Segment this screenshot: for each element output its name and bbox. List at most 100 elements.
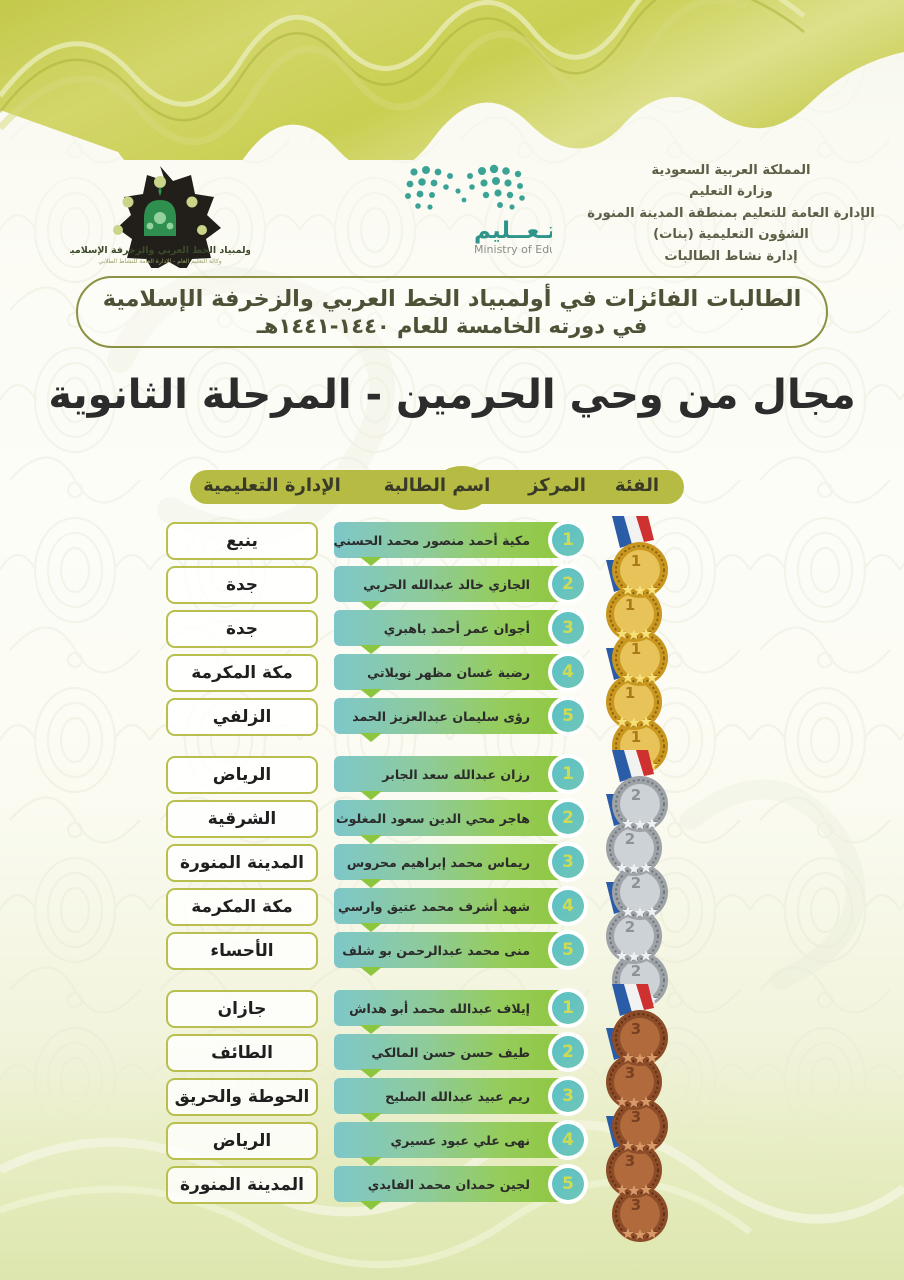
student-name: مكية أحمد منصور محمد الحسني xyxy=(333,532,531,548)
table-row[interactable]: رضية غسان مظهر نويلاتي 4 مكة المكرمة xyxy=(0,652,588,698)
student-name: رؤى سليمان عبدالعزيز الحمد xyxy=(352,708,530,724)
directorate-name: مكة المكرمة xyxy=(191,663,293,683)
student-name-pill: إيلاف عبدالله محمد أبو هداش 1 xyxy=(334,988,588,1034)
table-row[interactable]: ريماس محمد إبراهيم محروس 3 المدينة المنورة xyxy=(0,842,588,888)
table-row[interactable]: أجوان عمر أحمد باهبري 3 جدة xyxy=(0,608,588,654)
directorate-box: مكة المكرمة xyxy=(166,654,318,692)
directorate-name: جازان xyxy=(217,999,267,1019)
rank-badge: 4 xyxy=(548,652,588,692)
header-rank-circle-shape xyxy=(433,466,491,510)
ministry-line-5: إدارة نشاط الطالبات xyxy=(664,248,798,264)
rank-number: 3 xyxy=(552,1080,584,1112)
directorate-box: جدة xyxy=(166,610,318,648)
rank-number: 3 xyxy=(552,612,584,644)
rank-badge: 2 xyxy=(548,798,588,838)
rank-badge: 1 xyxy=(548,754,588,794)
student-name: منى محمد عبدالرحمن بو شلف xyxy=(342,942,530,958)
silver-medal-icon: 2 xyxy=(596,792,666,884)
directorate-name: جدة xyxy=(225,575,259,595)
directorate-name: المدينة المنورة xyxy=(180,853,305,873)
student-name-pill: منى محمد عبدالرحمن بو شلف 5 xyxy=(334,930,588,976)
directorate-name: الشرقية xyxy=(207,809,277,829)
table-row[interactable]: منى محمد عبدالرحمن بو شلف 5 الأحساء xyxy=(0,930,588,976)
medal-group-gold: 1 1 1 xyxy=(0,516,904,774)
directorate-box: الطائف xyxy=(166,1034,318,1072)
ministry-line-4: الشؤون التعليمية (بنات) xyxy=(653,227,809,243)
gold-medal-icon: 1 xyxy=(596,558,666,650)
table-row[interactable]: ريم عبيد عبدالله الصليح 3 الحوطة والحريق xyxy=(0,1076,588,1122)
svg-text:2: 2 xyxy=(631,786,641,804)
rank-number: 4 xyxy=(552,890,584,922)
directorate-name: الأحساء xyxy=(210,941,274,961)
rank-badge: 4 xyxy=(548,1120,588,1160)
rank-badge: 5 xyxy=(548,930,588,970)
bronze-medal-icon: 3 xyxy=(596,1026,666,1118)
ministry-line-2: وزارة التعليم xyxy=(689,184,773,200)
student-name: ريم عبيد عبدالله الصليح xyxy=(385,1088,530,1104)
silver-medal-icon: 2 xyxy=(602,836,672,928)
arabic-calligraphy-olympiad-logo: أولمبياد الخط العربي والزخرفة الإسلامية … xyxy=(70,166,250,268)
student-name-pill: لجين حمدان محمد الفايدي 5 xyxy=(334,1164,588,1210)
title-banner: الطالبات الفائزات في أولمبياد الخط العرب… xyxy=(76,276,828,348)
gold-medal-stack: 1 1 1 xyxy=(578,516,682,774)
rows-container: مكية أحمد منصور محمد الحسني 1 ينبع الجازي خ… xyxy=(0,520,588,742)
svg-text:أولمبياد الخط العربي والزخرفة: أولمبياد الخط العربي والزخرفة الإسلامية xyxy=(70,243,250,256)
directorate-name: الزلفي xyxy=(212,707,272,727)
student-name: شهد أشرف محمد عتيق وارسي xyxy=(337,898,530,914)
directorate-name: الحوطة والحريق xyxy=(174,1087,310,1107)
table-row[interactable]: رؤى سليمان عبدالعزيز الحمد 5 الزلفي xyxy=(0,696,588,742)
directorate-box: ينبع xyxy=(166,522,318,560)
directorate-box: الأحساء xyxy=(166,932,318,970)
rank-number: 2 xyxy=(552,1036,584,1068)
bronze-medal-stack: 3 3 3 xyxy=(578,984,682,1242)
table-row[interactable]: مكية أحمد منصور محمد الحسني 1 ينبع xyxy=(0,520,588,566)
table-row[interactable]: طيف حسن حسن المالكي 2 الطائف xyxy=(0,1032,588,1078)
directorate-box: الرياض xyxy=(166,1122,318,1160)
rank-number: 5 xyxy=(552,1168,584,1200)
rank-number: 1 xyxy=(552,992,584,1024)
rank-number: 4 xyxy=(552,1124,584,1156)
rank-number: 2 xyxy=(552,802,584,834)
student-name-pill: ريماس محمد إبراهيم محروس 3 xyxy=(334,842,588,888)
svg-text:3: 3 xyxy=(625,1064,635,1082)
table-row[interactable]: رزان عبدالله سعد الجابر 1 الرياض xyxy=(0,754,588,800)
directorate-box: مكة المكرمة xyxy=(166,888,318,926)
bronze-medal-icon: 3 xyxy=(596,1114,666,1206)
directorate-name: ينبع xyxy=(226,531,258,551)
gold-medal-icon: 1 xyxy=(602,602,672,694)
column-header-rank: المركز xyxy=(528,475,586,496)
table-row[interactable]: الجازي خالد عبدالله الحربي 2 جدة xyxy=(0,564,588,610)
gold-medal-icon: 1 xyxy=(596,646,666,738)
table-row[interactable]: شهد أشرف محمد عتيق وارسي 4 مكة المكرمة xyxy=(0,886,588,932)
student-name-pill: هاجر محي الدين سعود المغلوث 2 xyxy=(334,798,588,844)
ministry-of-education-logo: وزارة التـعــليم Ministry of Education xyxy=(405,164,552,256)
directorate-name: جدة xyxy=(225,619,259,639)
title-line-2: في دورته الخامسة للعام ١٤٤٠-١٤٤١هـ xyxy=(256,314,648,338)
student-name: هاجر محي الدين سعود المغلوث xyxy=(335,810,530,826)
rows-container: إيلاف عبدالله محمد أبو هداش 1 جازان طيف حسن… xyxy=(0,988,588,1210)
rank-badge: 1 xyxy=(548,988,588,1028)
table-row[interactable]: هاجر محي الدين سعود المغلوث 2 الشرقية xyxy=(0,798,588,844)
svg-text:1: 1 xyxy=(625,596,635,614)
svg-text:1: 1 xyxy=(625,684,635,702)
directorate-box: المدينة المنورة xyxy=(166,844,318,882)
rank-number: 5 xyxy=(552,934,584,966)
svg-text:2: 2 xyxy=(631,962,641,980)
svg-text:Ministry of Education: Ministry of Education xyxy=(474,243,552,256)
rows-container: رزان عبدالله سعد الجابر 1 الرياض هاجر محي ا… xyxy=(0,754,588,976)
bronze-medal-icon: 3 xyxy=(602,1070,672,1162)
directorate-box: الحوطة والحريق xyxy=(166,1078,318,1116)
student-name-pill: رزان عبدالله سعد الجابر 1 xyxy=(334,754,588,800)
student-name-pill: مكية أحمد منصور محمد الحسني 1 xyxy=(333,520,588,566)
table-row[interactable]: لجين حمدان محمد الفايدي 5 المدينة المنورة xyxy=(0,1164,588,1210)
student-name-pill: رضية غسان مظهر نويلاتي 4 xyxy=(334,652,588,698)
table-row[interactable]: نهى علي عبود عسيري 4 الرياض xyxy=(0,1120,588,1166)
directorate-box: الزلفي xyxy=(166,698,318,736)
directorate-name: المدينة المنورة xyxy=(180,1175,305,1195)
student-name: طيف حسن حسن المالكي xyxy=(371,1044,530,1060)
table-row[interactable]: إيلاف عبدالله محمد أبو هداش 1 جازان xyxy=(0,988,588,1034)
svg-text:2: 2 xyxy=(631,874,641,892)
svg-text:1: 1 xyxy=(631,640,641,658)
rank-number: 1 xyxy=(552,758,584,790)
column-header-directorate: الإدارة التعليمية xyxy=(203,475,341,496)
